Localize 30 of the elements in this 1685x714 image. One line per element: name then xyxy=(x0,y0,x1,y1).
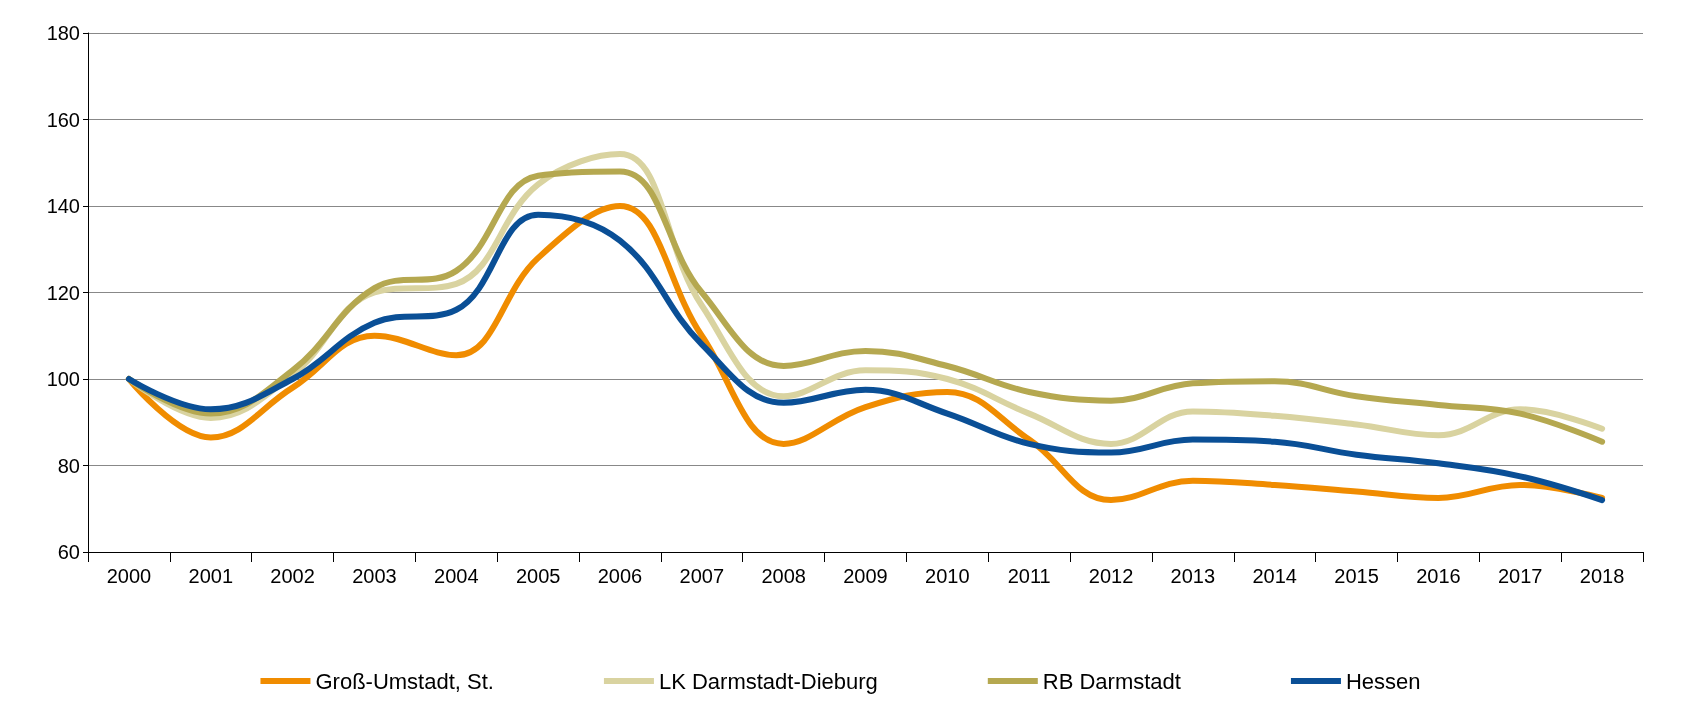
y-tick-label: 140 xyxy=(46,195,80,217)
y-tick-label: 160 xyxy=(46,108,80,131)
x-tick-label: 2001 xyxy=(188,565,234,587)
y-tick-label: 100 xyxy=(46,368,80,390)
x-tick-label: 2016 xyxy=(1416,565,1461,587)
x-tick-label: 2015 xyxy=(1334,565,1379,587)
x-tick-label: 2002 xyxy=(270,565,315,587)
x-tick-label: 2003 xyxy=(352,565,397,587)
x-tick-label: 2008 xyxy=(761,565,806,587)
x-tick-label: 2013 xyxy=(1170,565,1216,587)
x-tick-label: 2011 xyxy=(1007,565,1051,587)
y-tick-label: 80 xyxy=(57,454,80,477)
y-tick-label: 120 xyxy=(46,281,80,304)
legend-label: Hessen xyxy=(1345,668,1421,694)
x-tick-label: 2004 xyxy=(434,565,479,587)
y-tick-label: 180 xyxy=(46,22,80,44)
x-tick-label: 2007 xyxy=(679,565,725,587)
y-tick-label: 60 xyxy=(57,541,80,563)
legend-label: LK Darmstadt-Dieburg xyxy=(658,668,878,694)
x-tick-label: 2012 xyxy=(1088,565,1134,587)
x-tick-label: 2009 xyxy=(843,565,888,587)
x-tick-label: 2005 xyxy=(515,565,561,587)
x-tick-label: 2006 xyxy=(597,565,643,587)
x-tick-label: 2017 xyxy=(1497,565,1543,587)
x-tick-label: 2018 xyxy=(1579,565,1625,587)
x-tick-label: 2000 xyxy=(106,565,152,587)
x-tick-label: 2010 xyxy=(925,565,970,587)
legend-label: Groß-Umstadt, St. xyxy=(315,668,494,694)
x-tick-label: 2014 xyxy=(1252,565,1297,587)
legend-label: RB Darmstadt xyxy=(1042,668,1181,694)
